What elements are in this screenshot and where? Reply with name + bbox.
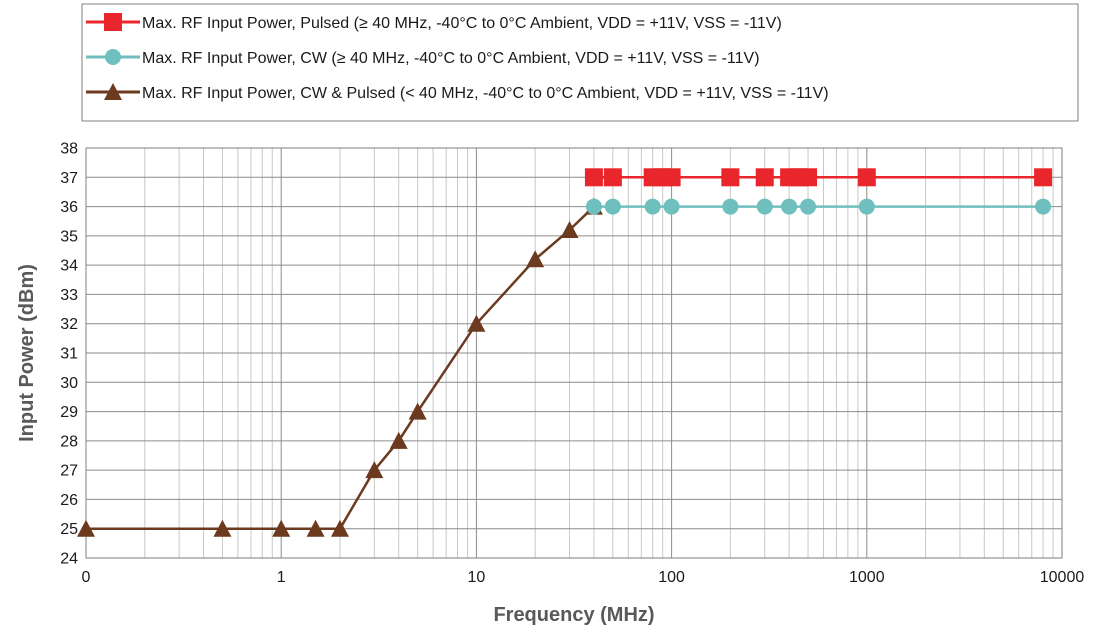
triangle-marker (104, 83, 122, 100)
y-axis-title: Input Power (dBm) (16, 264, 38, 442)
series-square (584, 168, 1053, 187)
x-tick-label: 1 (277, 569, 286, 586)
y-tick-label: 38 (60, 141, 78, 158)
legend: Max. RF Input Power, Pulsed (≥ 40 MHz, -… (81, 3, 1079, 122)
x-tick-label: 10 (468, 569, 486, 586)
x-tick-label: 10000 (1040, 569, 1085, 586)
plot-area (85, 147, 1063, 559)
y-tick-label: 25 (60, 521, 78, 538)
legend-label: Max. RF Input Power, CW (≥ 40 MHz, -40°C… (142, 50, 760, 67)
legend-label: Max. RF Input Power, CW & Pulsed (< 40 M… (142, 85, 829, 102)
square-marker (799, 168, 818, 187)
y-tick-label: 33 (60, 287, 78, 304)
legend-box (81, 3, 1079, 122)
x-axis-title: Frequency (MHz) (493, 604, 654, 626)
y-tick-label: 29 (60, 404, 78, 421)
square-marker (755, 168, 774, 187)
circle-marker (781, 198, 798, 215)
series-circle (585, 198, 1052, 215)
y-tick-label: 36 (60, 199, 78, 216)
y-tick-labels: 24 25 26 27 28 29 30 31 32 33 34 35 36 37 38 (60, 141, 78, 568)
circle-marker (800, 198, 817, 215)
triangle-marker (77, 519, 95, 537)
circle-marker (756, 198, 773, 215)
triangle-marker (526, 250, 545, 268)
y-tick-label: 31 (60, 346, 78, 363)
triangle-marker (467, 314, 486, 332)
y-tick-label: 24 (60, 551, 78, 568)
circle-marker (644, 198, 661, 215)
x-tick-label: 0 (82, 569, 91, 586)
circle-marker (663, 198, 680, 215)
triangle-marker (408, 402, 427, 420)
square-marker (1034, 168, 1053, 187)
square-marker (721, 168, 740, 187)
y-tick-label: 35 (60, 228, 78, 245)
y-tick-label: 34 (60, 258, 78, 275)
triangle-marker (330, 519, 349, 537)
y-tick-label: 28 (60, 433, 78, 450)
y-tick-label: 26 (60, 492, 78, 509)
y-tick-label: 27 (60, 463, 78, 480)
square-marker (584, 168, 603, 187)
legend-item: Max. RF Input Power, CW (≥ 40 MHz, -40°C… (86, 49, 760, 67)
circle-marker (585, 198, 602, 215)
x-tick-label: 1000 (849, 569, 885, 586)
y-tick-label: 37 (60, 170, 78, 187)
triangle-marker (365, 461, 384, 479)
series-layer (77, 168, 1053, 537)
triangle-marker (213, 519, 232, 537)
series-line (86, 205, 595, 530)
legend-label: Max. RF Input Power, Pulsed (≥ 40 MHz, -… (142, 15, 782, 32)
circle-marker (858, 198, 875, 215)
square-marker (857, 168, 876, 187)
square-marker (662, 168, 681, 187)
triangle-marker (560, 221, 579, 238)
triangle-marker (306, 519, 325, 537)
x-tick-labels: 0 1 10 100 1000 10000 (82, 569, 1085, 586)
circle-marker (604, 198, 621, 215)
triangle-marker (272, 519, 291, 537)
triangle-marker (389, 431, 408, 449)
x-tick-label: 100 (658, 569, 685, 586)
circle-marker (105, 49, 121, 65)
y-tick-label: 30 (60, 375, 78, 392)
square-marker (603, 168, 622, 187)
major-gridlines (85, 147, 1063, 559)
circle-marker (722, 198, 739, 215)
legend-item: Max. RF Input Power, CW & Pulsed (< 40 M… (86, 83, 829, 102)
circle-marker (1035, 198, 1052, 215)
legend-item: Max. RF Input Power, Pulsed (≥ 40 MHz, -… (86, 13, 782, 32)
y-tick-label: 32 (60, 316, 78, 333)
square-marker (104, 13, 122, 31)
